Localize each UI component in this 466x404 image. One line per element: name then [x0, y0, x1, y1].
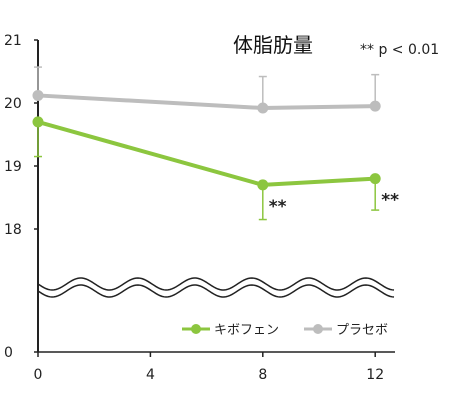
x-tick-label: 4: [146, 367, 155, 383]
chart-legend: キボフェン プラセボ: [182, 323, 388, 338]
series-line: [37, 119, 376, 187]
data-point: [369, 100, 381, 112]
y-tick-label: 20: [4, 96, 22, 112]
legend-marker-series-1: [191, 324, 201, 334]
axis-break: [37, 277, 395, 298]
data-point: [32, 116, 44, 128]
chart-title: 体脂肪量: [233, 33, 313, 57]
axis-break-line-top: [37, 277, 395, 291]
significance-marker: **: [381, 191, 399, 211]
legend-label-series-1: キボフェン: [214, 323, 279, 338]
y-tick-label: 19: [4, 159, 22, 175]
x-tick-label: 12: [366, 367, 384, 383]
x-tick-label: 8: [258, 367, 267, 383]
y-tick-label: 0: [4, 345, 13, 361]
data-point: [257, 102, 269, 114]
x-axis-ticks: 0 4 8 12: [34, 352, 384, 383]
series-layer: ** **: [32, 66, 399, 221]
data-point: [369, 173, 381, 185]
significance-note: ** p < 0.01: [360, 42, 439, 58]
legend-label-series-2: プラセボ: [336, 323, 388, 338]
data-point: [257, 179, 269, 191]
x-tick-label: 0: [34, 367, 43, 383]
significance-marker: **: [269, 197, 287, 217]
axis-break-line-bottom: [37, 284, 395, 298]
y-tick-label: 18: [4, 222, 22, 238]
legend-marker-series-2: [313, 324, 323, 334]
y-tick-label: 21: [4, 33, 22, 49]
y-axis-ticks: 0 18 19 20 21: [4, 33, 38, 361]
series-line: [37, 93, 376, 111]
chart-axes: [37, 40, 395, 353]
data-point: [32, 89, 44, 101]
